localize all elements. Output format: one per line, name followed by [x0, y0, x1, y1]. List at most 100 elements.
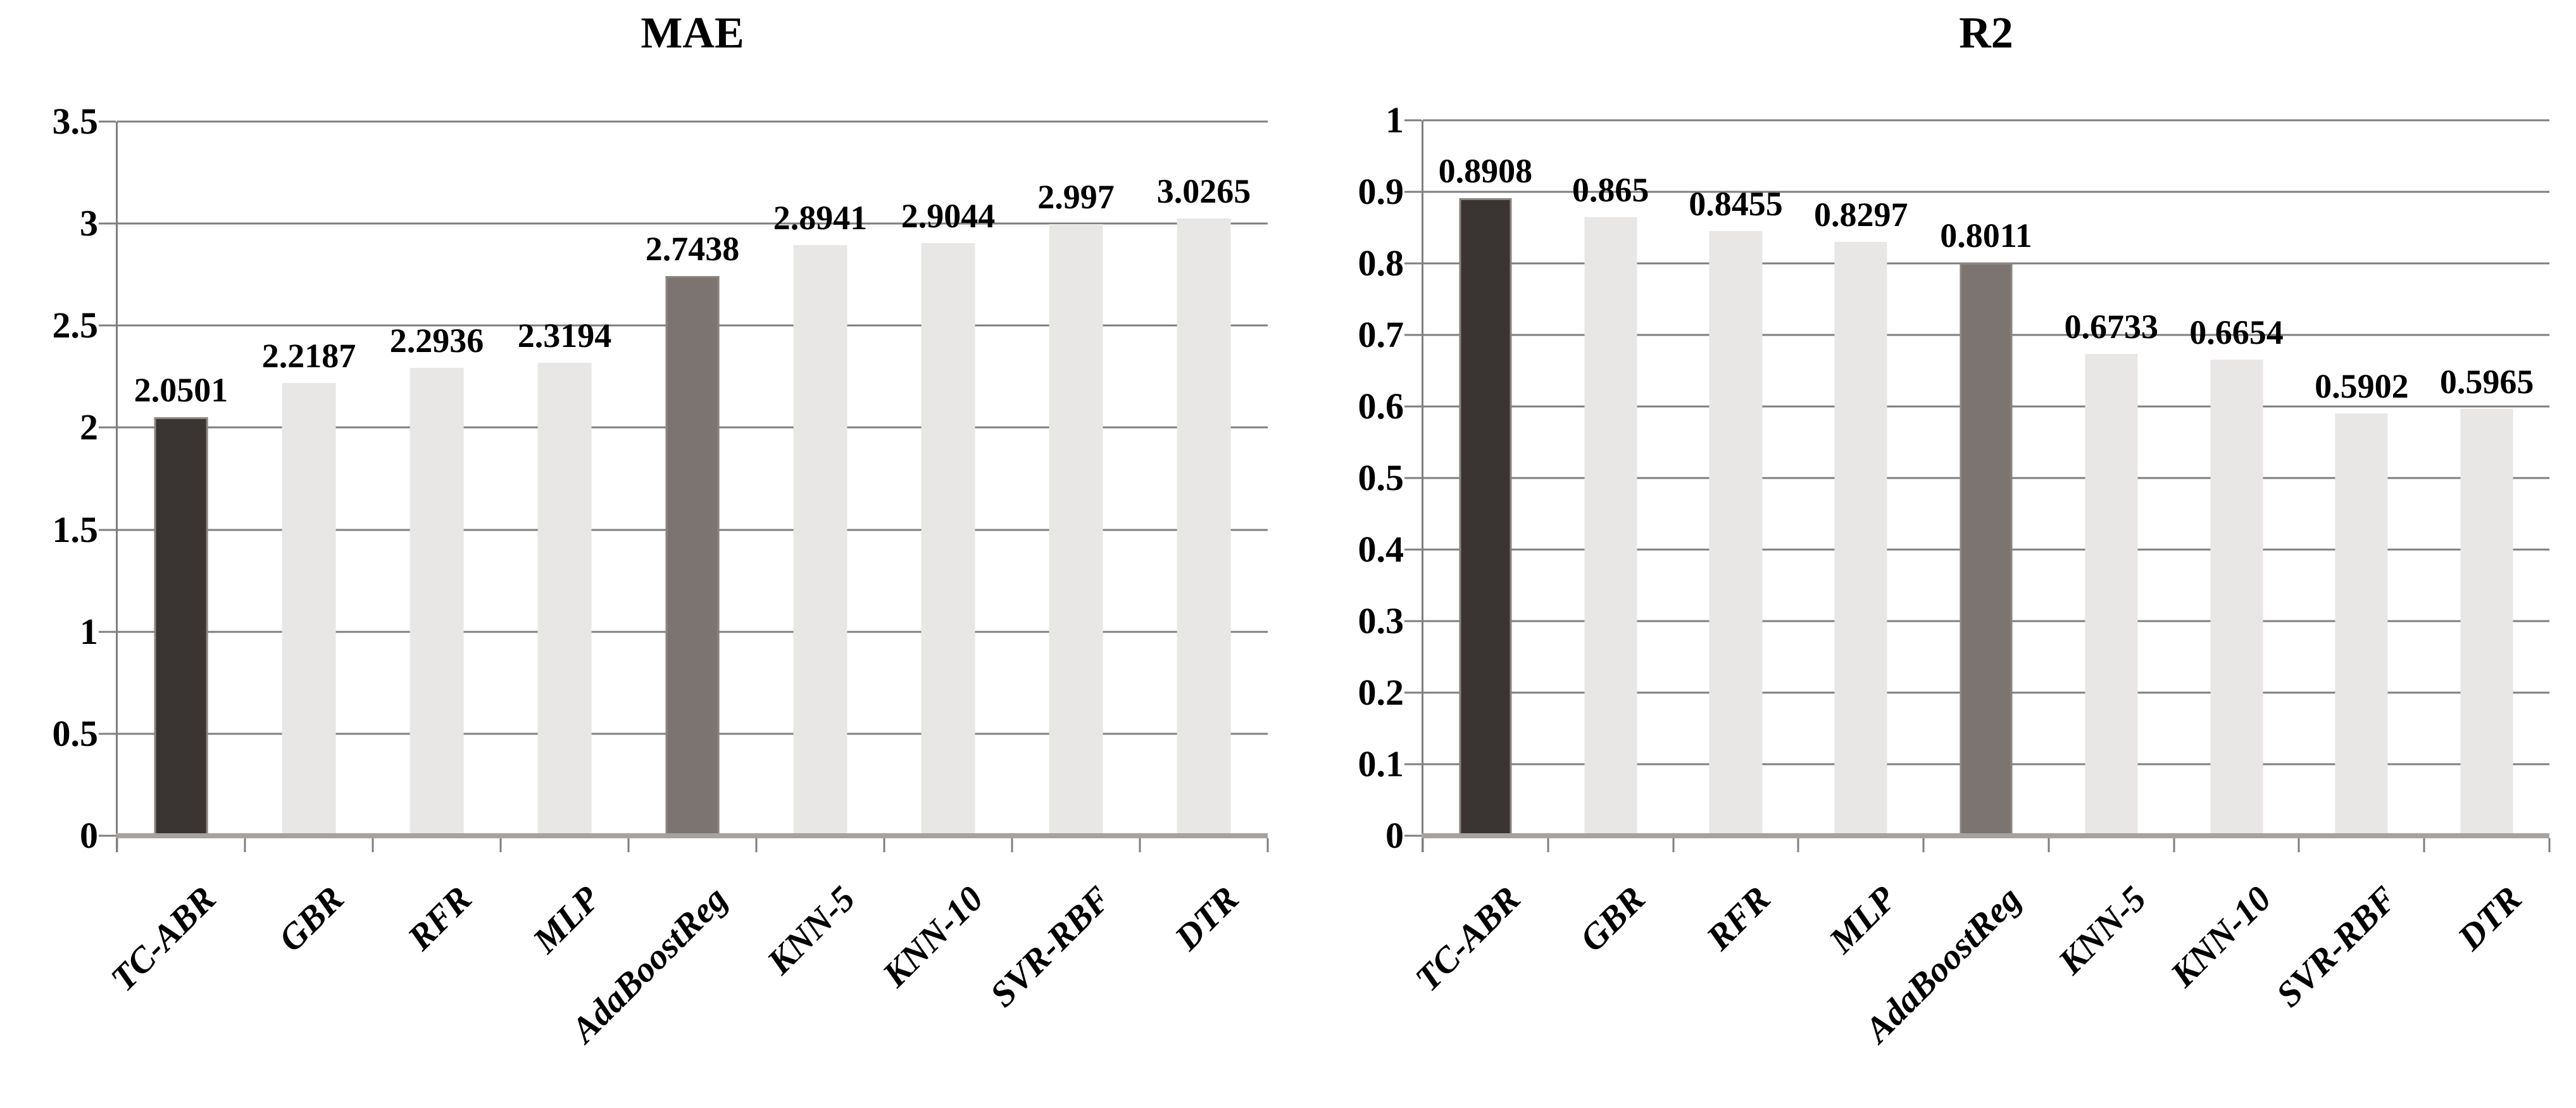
gridline: [117, 120, 1268, 123]
x-axis-tick: [1547, 838, 1549, 852]
x-category-label-text: MLP: [525, 878, 608, 961]
x-axis-tick: [2548, 838, 2551, 852]
x-category-label-text: GBR: [1572, 878, 1654, 960]
value-label-knn-5: 2.8941: [773, 199, 868, 237]
x-category-label-text: KNN-5: [2050, 878, 2154, 983]
y-axis-tick: [1404, 262, 1422, 265]
chart-title-r2: R2: [1959, 9, 2013, 58]
value-label-svr-rbf: 2.997: [1037, 178, 1115, 217]
y-tick-label: 0.7: [1358, 314, 1404, 355]
chart-mae: MAE 0 0.5 1 1.5 2 2.5 3 3.5 2.0501 2.2187 2.2936 2…: [0, 0, 1272, 1105]
bar-dtr: [1177, 218, 1231, 836]
y-axis-tick: [99, 529, 116, 531]
x-axis-line: [1422, 833, 2549, 838]
x-axis-tick: [1922, 838, 1925, 852]
y-tick-label: 0.1: [1358, 743, 1404, 784]
bar-tc-abr: [154, 417, 208, 836]
bar-svr-rbf: [1049, 224, 1103, 836]
y-axis-tick: [99, 120, 116, 123]
value-label-adaboostreg: 0.8011: [1940, 216, 2032, 255]
y-axis-tick: [99, 631, 116, 633]
value-label-gbr: 0.865: [1572, 170, 1649, 209]
y-axis-tick: [1404, 405, 1422, 408]
y-axis-tick: [1404, 691, 1422, 694]
y-tick-label: 0.8: [1358, 242, 1404, 284]
y-axis-tick: [99, 834, 116, 837]
y-tick-label: 0.2: [1358, 672, 1404, 713]
x-axis-tick: [499, 838, 502, 852]
bar-gbr: [282, 382, 336, 836]
bar-svr-rbf: [2335, 413, 2388, 836]
x-axis-tick: [2298, 838, 2300, 852]
value-label-tc-abr: 2.0501: [134, 371, 228, 410]
y-tick-label: 0.5: [52, 712, 99, 754]
gridline: [1423, 119, 2549, 122]
chart-r2: R2 0 0.1 0.2 0.3 0.4 0.5 0.6 0.7 0.8 0.9 1 0.8908 0…: [1272, 0, 2576, 1105]
bar-rfr: [1709, 230, 1762, 836]
value-label-dtr: 3.0265: [1156, 172, 1251, 210]
value-label-knn-10: 0.6654: [2189, 313, 2284, 352]
y-axis-tick: [1404, 763, 1422, 765]
x-category-label-text: SVR-RBF: [2268, 878, 2404, 1015]
value-label-dtr: 0.5965: [2439, 362, 2534, 401]
y-axis-tick: [1404, 334, 1422, 336]
bar-adaboostreg: [1960, 262, 2013, 836]
x-category-label-text: TC-ABR: [103, 878, 224, 1000]
y-tick-label: 1: [80, 610, 98, 652]
bar-mlp: [1834, 242, 1887, 836]
value-label-knn-5: 0.6733: [2064, 308, 2159, 346]
y-axis-tick: [1404, 477, 1422, 479]
value-label-mlp: 2.3194: [517, 316, 612, 355]
x-axis-tick: [627, 838, 630, 852]
plot-area: 0.8908 0.865 0.8455 0.8297 0.8011 0.6733 0.665…: [1404, 119, 2551, 852]
bar-tc-abr: [1459, 198, 1512, 836]
bar-knn-10: [921, 242, 975, 836]
x-axis-tick: [1139, 838, 1141, 852]
bar-knn-10: [2210, 360, 2263, 836]
y-axis-tick: [1404, 119, 1422, 122]
x-axis-tick: [1266, 838, 1269, 852]
bar-adaboostreg: [665, 275, 720, 836]
value-label-rfr: 2.2936: [389, 321, 484, 360]
plot-area: 2.0501 2.2187 2.2936 2.3194 2.7438 2.8941 2.90…: [99, 120, 1269, 852]
y-axis-tick: [1404, 620, 1422, 622]
x-axis-labels: TC-ABR GBR RFR MLP AdaBoostReg KNN-5 KNN-10 SVR…: [103, 878, 1268, 1108]
x-axis-tick: [244, 838, 246, 852]
y-tick-label: 1.5: [52, 508, 99, 550]
x-category-label-text: RFR: [400, 878, 480, 959]
value-label-adaboostreg: 2.7438: [645, 229, 740, 268]
x-axis-tick: [755, 838, 758, 852]
bar-mlp: [537, 362, 592, 836]
gridline: [1423, 191, 2549, 193]
y-tick-label: 2.5: [52, 305, 99, 346]
x-axis-tick: [372, 838, 374, 852]
x-axis-tick: [2423, 838, 2425, 852]
y-tick-label: 0.4: [1358, 529, 1404, 570]
x-category-label-text: MLP: [1822, 878, 1904, 961]
y-tick-label: 0.9: [1358, 171, 1404, 212]
x-axis-tick: [1797, 838, 1799, 852]
bar-knn-5: [793, 245, 847, 836]
y-axis-labels: 0 0.5 1 1.5 2 2.5 3 3.5: [0, 103, 99, 854]
y-tick-label: 0.5: [1358, 457, 1404, 498]
y-tick-label: 0.3: [1358, 600, 1404, 641]
x-category-label-text: KNN-5: [760, 878, 863, 983]
x-category-label-text: KNN-10: [2163, 878, 2279, 995]
x-category-label-text: SVR-RBF: [982, 878, 1119, 1015]
value-label-svr-rbf: 0.5902: [2315, 367, 2409, 406]
y-axis-line: [116, 122, 118, 852]
x-axis-tick: [2173, 838, 2175, 852]
x-category-label-text: DTR: [2450, 878, 2530, 959]
x-axis-labels: TC-ABR GBR RFR MLP AdaBoostReg KNN-5 KNN-10 SVR…: [1408, 878, 2549, 1108]
y-tick-label: 1: [1385, 99, 1404, 141]
bar-knn-5: [2085, 354, 2138, 836]
bar-rfr: [410, 367, 464, 836]
gridline: [117, 222, 1268, 225]
y-axis-tick: [99, 733, 116, 735]
y-axis-tick: [99, 222, 116, 225]
x-axis-tick: [1672, 838, 1675, 852]
y-tick-label: 0: [1385, 815, 1404, 856]
y-tick-label: 2: [80, 406, 98, 448]
y-tick-label: 0.6: [1358, 386, 1404, 427]
